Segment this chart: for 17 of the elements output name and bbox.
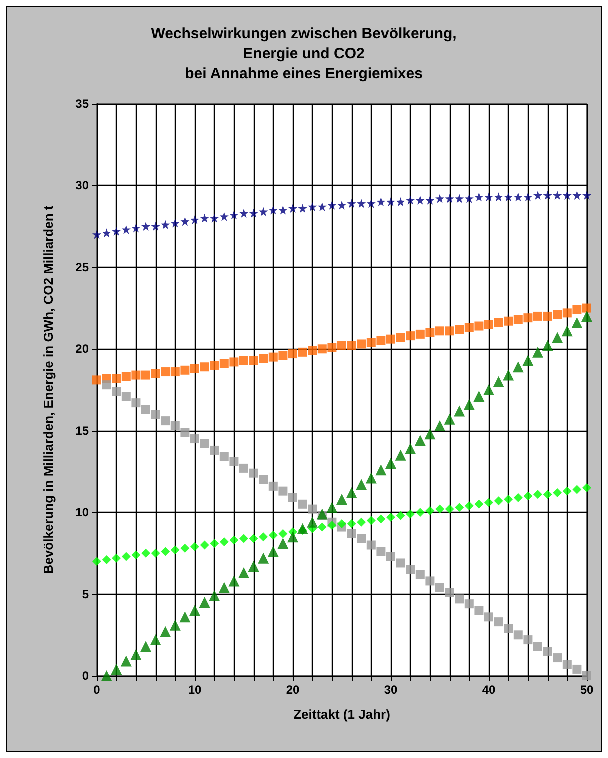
y-tick-label: 20: [76, 342, 90, 356]
y-axis-title: Bevölkerung in Milliarden, Energie in GWh, CO2 Milliarden t: [41, 205, 56, 574]
x-tick-label: 0: [94, 683, 101, 697]
y-tick-label: 0: [82, 669, 90, 683]
chart-title: Wechselwirkungen zwischen Bevölkerung, Energie und CO2 bei Annahme eines Energiemixes: [151, 26, 457, 82]
y-tick-label: 10: [76, 506, 90, 520]
y-tick-label: 25: [76, 260, 90, 274]
x-tick-label: 40: [482, 683, 496, 697]
x-tick-label: 50: [580, 683, 594, 697]
y-tick-label: 5: [82, 587, 90, 602]
x-tick-label: 20: [286, 683, 300, 697]
y-tick-label: 35: [76, 97, 90, 111]
x-axis-title: Zeittakt (1 Jahr): [294, 707, 390, 722]
y-tick-label: 30: [76, 178, 90, 193]
x-tick-label: 30: [384, 683, 398, 697]
y-tick-label: 15: [76, 424, 90, 438]
x-tick-label: 10: [188, 683, 202, 697]
